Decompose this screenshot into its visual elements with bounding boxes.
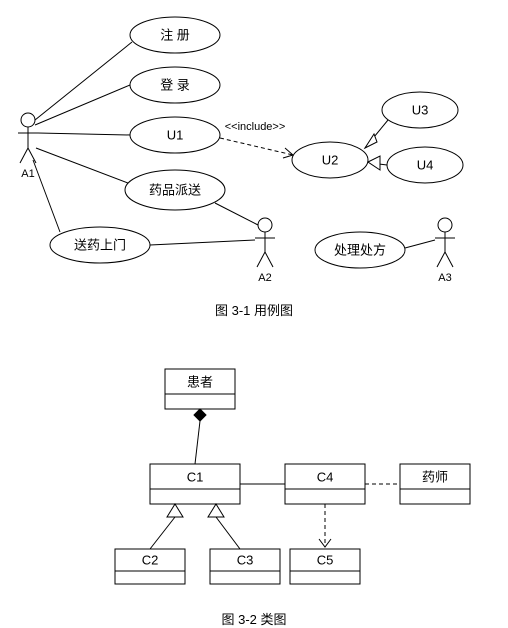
class-c1: C1 <box>150 464 240 504</box>
actor-a1-label: A1 <box>21 168 34 180</box>
edge-a1-reg <box>35 42 132 120</box>
uc-u3: U3 <box>382 92 458 128</box>
svg-text:U1: U1 <box>167 127 184 142</box>
svg-text:C1: C1 <box>187 469 204 484</box>
edge-a1-disp <box>36 148 128 183</box>
edge-a2-disp <box>215 203 258 225</box>
uc-login: 登 录 <box>130 67 220 103</box>
actor-a3: A3 <box>435 218 455 284</box>
usecase-caption: 图 3-1 用例图 <box>0 300 508 319</box>
class-diagram: 患者 C1 C4 药师 C2 C3 C5 <box>0 359 508 628</box>
edge-c4-c5 <box>319 504 331 547</box>
edge-a1-login <box>35 85 130 125</box>
svg-text:C5: C5 <box>317 552 334 567</box>
svg-text:U2: U2 <box>322 152 339 167</box>
edge-c2-c1 <box>150 504 183 549</box>
edge-c3-c1 <box>208 504 240 549</box>
svg-text:C2: C2 <box>142 552 159 567</box>
usecase-svg: A1 A2 A3 注 册 登 录 U1 药品派送 送药上门 <box>0 0 508 300</box>
uc-prescription: 处理处方 <box>315 232 405 268</box>
uc-door: 送药上门 <box>50 227 150 263</box>
svg-text:登 录: 登 录 <box>160 77 190 92</box>
actor-a2-label: A2 <box>258 272 271 284</box>
actor-a1: A1 <box>18 113 38 180</box>
spacer <box>0 319 508 359</box>
class-pharmacist: 药师 <box>400 464 470 504</box>
svg-text:U4: U4 <box>417 157 434 172</box>
uc-u1: U1 <box>130 117 220 153</box>
uc-dispense: 药品派送 <box>125 170 225 210</box>
classdiag-caption: 图 3-2 类图 <box>0 609 508 628</box>
edge-a1-u1 <box>38 133 130 135</box>
class-c2: C2 <box>115 549 185 584</box>
svg-text:患者: 患者 <box>187 374 213 389</box>
svg-text:注 册: 注 册 <box>160 27 190 42</box>
actor-a2: A2 <box>255 218 275 284</box>
svg-text:<<include>>: <<include>> <box>225 121 286 133</box>
uc-u2: U2 <box>292 142 368 178</box>
class-c5: C5 <box>290 549 360 584</box>
svg-text:处理处方: 处理处方 <box>334 242 386 257</box>
classdiag-svg: 患者 C1 C4 药师 C2 C3 C5 <box>0 359 508 609</box>
usecase-diagram: A1 A2 A3 注 册 登 录 U1 药品派送 送药上门 <box>0 0 508 319</box>
svg-text:药师: 药师 <box>422 469 448 484</box>
uc-register: 注 册 <box>130 17 220 53</box>
edge-a2-door <box>150 240 255 245</box>
edge-include-u1-u2: <<include>> <box>220 121 293 158</box>
edge-patient-c1 <box>194 409 206 464</box>
edge-a1-door <box>33 160 60 232</box>
edge-gen-u4-u2 <box>368 156 387 170</box>
edge-a3-px <box>405 240 435 248</box>
svg-text:C4: C4 <box>317 469 334 484</box>
edge-gen-u3-u2 <box>365 120 388 148</box>
svg-text:C3: C3 <box>237 552 254 567</box>
actor-a3-label: A3 <box>438 272 451 284</box>
uc-u4: U4 <box>387 147 463 183</box>
class-patient: 患者 <box>165 369 235 409</box>
class-c3: C3 <box>210 549 280 584</box>
class-c4: C4 <box>285 464 365 504</box>
svg-text:U3: U3 <box>412 102 429 117</box>
svg-text:药品派送: 药品派送 <box>149 182 201 197</box>
svg-text:送药上门: 送药上门 <box>74 237 126 252</box>
